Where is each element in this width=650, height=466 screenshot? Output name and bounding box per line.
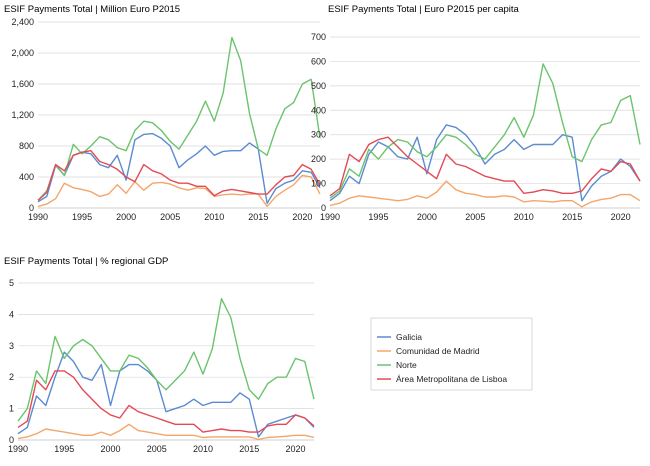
x-tick-label: 2020 — [611, 212, 631, 222]
y-tick-label: 5 — [9, 278, 14, 288]
series-line-norte — [329, 63, 641, 199]
series-line-lisboa — [17, 370, 315, 433]
y-tick-label: 200 — [311, 154, 326, 164]
series-line-galicia — [37, 132, 321, 205]
x-tick-label: 2015 — [248, 212, 268, 222]
x-tick-label: 2000 — [116, 212, 136, 222]
legend-label-madrid: Comunidad de Madrid — [396, 346, 480, 356]
chart-gdp-share: ESIF Payments Total | % regional GDP 0 1 2… — [4, 256, 315, 454]
series-line-madrid — [17, 423, 315, 441]
series-line-lisboa — [37, 149, 321, 201]
x-tick-label: 2020 — [292, 212, 312, 222]
y-tick-label: 1,600 — [11, 79, 34, 89]
y-tick-label: 1 — [9, 404, 14, 414]
y-tick-label: 1,200 — [11, 110, 34, 120]
legend-label-norte: Norte — [396, 360, 417, 370]
y-tick-label: 400 — [311, 105, 326, 115]
series-line-madrid — [329, 180, 641, 208]
y-tick-label: 600 — [311, 56, 326, 66]
y-tick-label: 700 — [311, 32, 326, 42]
x-tick-label: 2000 — [100, 444, 120, 454]
y-tick-label: 4 — [9, 309, 14, 319]
x-tick-label: 1995 — [368, 212, 388, 222]
x-tick-label: 1990 — [28, 212, 48, 222]
x-tick-label: 2000 — [417, 212, 437, 222]
x-tick-label: 1990 — [320, 212, 340, 222]
x-tick-label: 2010 — [514, 212, 534, 222]
x-tick-label: 1990 — [8, 444, 28, 454]
chart-title-gdp-share: ESIF Payments Total | % regional GDP — [4, 256, 168, 267]
y-tick-label: 500 — [311, 81, 326, 91]
legend-box — [370, 317, 533, 391]
legend: Galicia Comunidad de Madrid Norte Área M… — [370, 317, 533, 391]
x-tick-label: 2010 — [193, 444, 213, 454]
x-tick-label: 1995 — [54, 444, 74, 454]
x-tick-label: 2005 — [465, 212, 485, 222]
x-tick-label: 2005 — [160, 212, 180, 222]
y-tick-label: 2,000 — [11, 48, 34, 58]
series-line-madrid — [37, 174, 321, 208]
x-tick-label: 2015 — [239, 444, 259, 454]
y-tick-label: 0 — [321, 203, 326, 213]
x-tick-label: 2005 — [147, 444, 167, 454]
x-tick-label: 2015 — [562, 212, 582, 222]
chart-title-per-capita: ESIF Payments Total | Euro P2015 per cap… — [328, 4, 520, 15]
x-tick-label: 2010 — [204, 212, 224, 222]
y-tick-label: 3 — [9, 341, 14, 351]
series-line-norte — [37, 36, 321, 201]
y-tick-label: 2,400 — [11, 17, 34, 27]
chart-title-million-euro: ESIF Payments Total | Million Euro P2015 — [4, 4, 180, 15]
y-tick-label: 100 — [311, 179, 326, 189]
chart-million-euro: ESIF Payments Total | Million Euro P2015… — [4, 4, 321, 222]
legend-label-lisboa: Área Metropolitana de Lisboa — [396, 374, 507, 384]
y-tick-label: 2 — [9, 372, 14, 382]
y-tick-label: 0 — [29, 203, 34, 213]
legend-label-galicia: Galicia — [396, 332, 422, 342]
series-line-norte — [17, 298, 315, 422]
y-tick-label: 800 — [19, 141, 34, 151]
chart-per-capita: ESIF Payments Total | Euro P2015 per cap… — [311, 4, 641, 222]
y-tick-label: 400 — [19, 172, 34, 182]
series-line-lisboa — [329, 136, 641, 197]
series-line-galicia — [17, 351, 315, 438]
x-tick-label: 1995 — [72, 212, 92, 222]
series-line-galicia — [329, 124, 641, 202]
y-tick-label: 300 — [311, 130, 326, 140]
x-tick-label: 2020 — [285, 444, 305, 454]
y-tick-label: 0 — [9, 435, 14, 445]
